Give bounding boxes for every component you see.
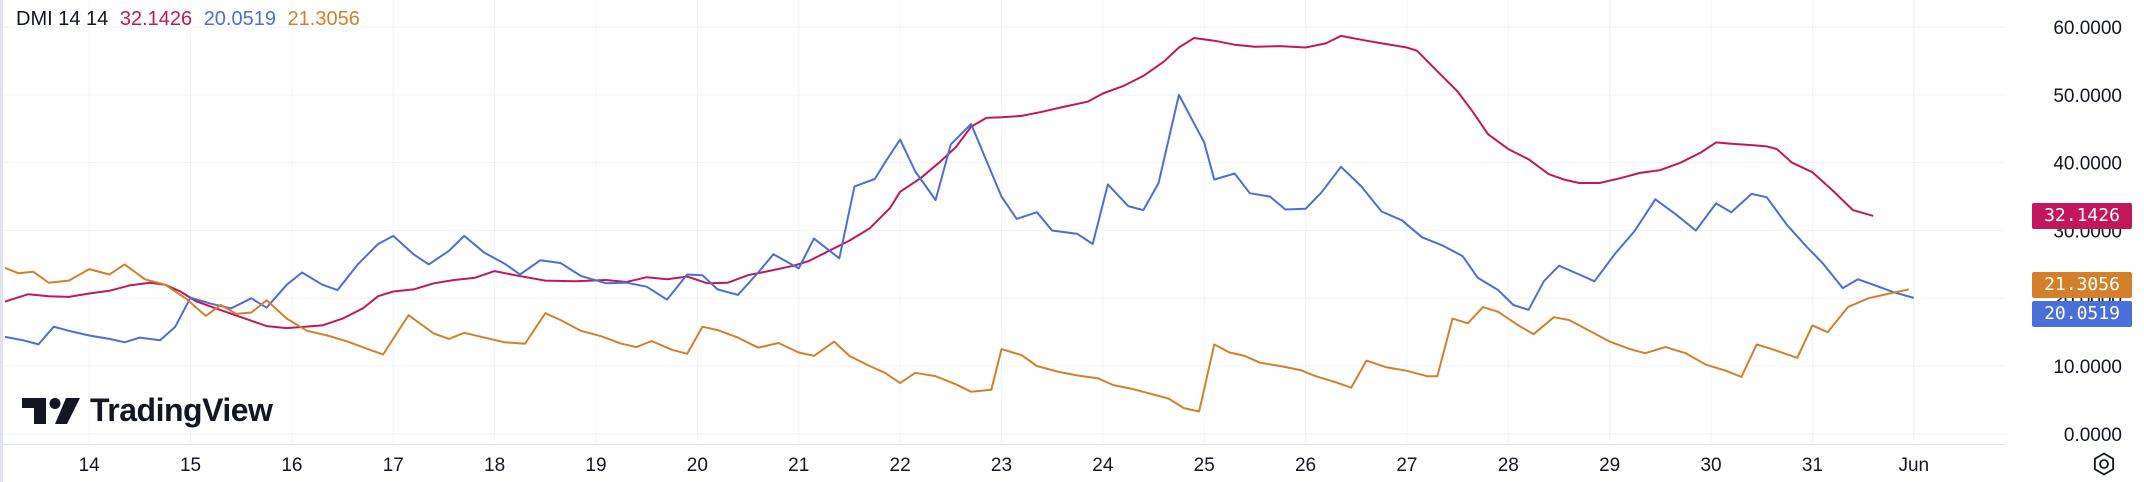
x-tick-label: 21	[788, 455, 809, 476]
y-tick-label: 50.0000	[2053, 86, 2122, 107]
x-tick-label: 31	[1802, 455, 1823, 476]
y-tick-label: 10.0000	[2053, 357, 2122, 378]
adx-last-value-badge: 32.1426	[2032, 203, 2132, 229]
x-tick-label: Jun	[1898, 455, 1929, 476]
x-tick-label: 25	[1194, 455, 1215, 476]
x-tick-label: 27	[1396, 455, 1417, 476]
x-tick-label: 15	[180, 455, 201, 476]
series-line-adx[interactable]	[4, 34, 1874, 330]
legend-di-plus-value: 20.0519	[203, 8, 276, 30]
x-tick-label: 29	[1599, 455, 1620, 476]
series-line-di-minus[interactable]	[4, 263, 1909, 413]
x-tick-label: 16	[281, 455, 302, 476]
indicator-legend[interactable]: DMI 14 14 32.1426 20.0519 21.3056	[16, 8, 366, 31]
x-tick-label: 20	[687, 455, 708, 476]
series-line-di-plus[interactable]	[4, 93, 1915, 346]
tradingview-logo-icon	[22, 397, 80, 424]
y-tick-label: 60.0000	[2053, 18, 2122, 39]
left-pane-border	[0, 0, 3, 482]
y-tick-label: 40.0000	[2053, 154, 2122, 175]
di-minus-last-value-badge: 21.3056	[2032, 272, 2132, 298]
x-tick-label: 19	[585, 455, 606, 476]
x-tick-label: 28	[1498, 455, 1519, 476]
y-tick-label: 0.0000	[2064, 425, 2122, 446]
x-tick-label: 23	[991, 455, 1012, 476]
x-tick-label: 14	[79, 455, 101, 476]
x-tick-label: 30	[1700, 455, 1721, 476]
tradingview-logo[interactable]: TradingView	[22, 392, 273, 429]
legend-adx-value: 32.1426	[119, 8, 193, 30]
legend-di-minus-value: 21.3056	[287, 8, 360, 30]
gear-icon[interactable]	[2092, 452, 2116, 476]
price-scale[interactable]: 0.000010.000020.000030.000040.000050.000…	[2053, 18, 2122, 446]
grid-lines	[3, 0, 2005, 444]
brand-name: TradingView	[90, 392, 273, 428]
x-tick-label: 24	[1092, 455, 1114, 476]
x-tick-label: 22	[890, 455, 911, 476]
x-tick-label: 18	[484, 455, 505, 476]
time-scale[interactable]: 14 15 16 17 18 19 20 21 22 23 24 25 26 27 28 29 30 31 Jun	[79, 455, 1929, 476]
di-plus-last-value-badge: 20.0519	[2032, 301, 2132, 327]
series-lines	[4, 34, 1915, 413]
x-tick-label: 26	[1295, 455, 1316, 476]
x-tick-label: 17	[383, 455, 404, 476]
indicator-name: DMI 14 14	[16, 8, 109, 30]
